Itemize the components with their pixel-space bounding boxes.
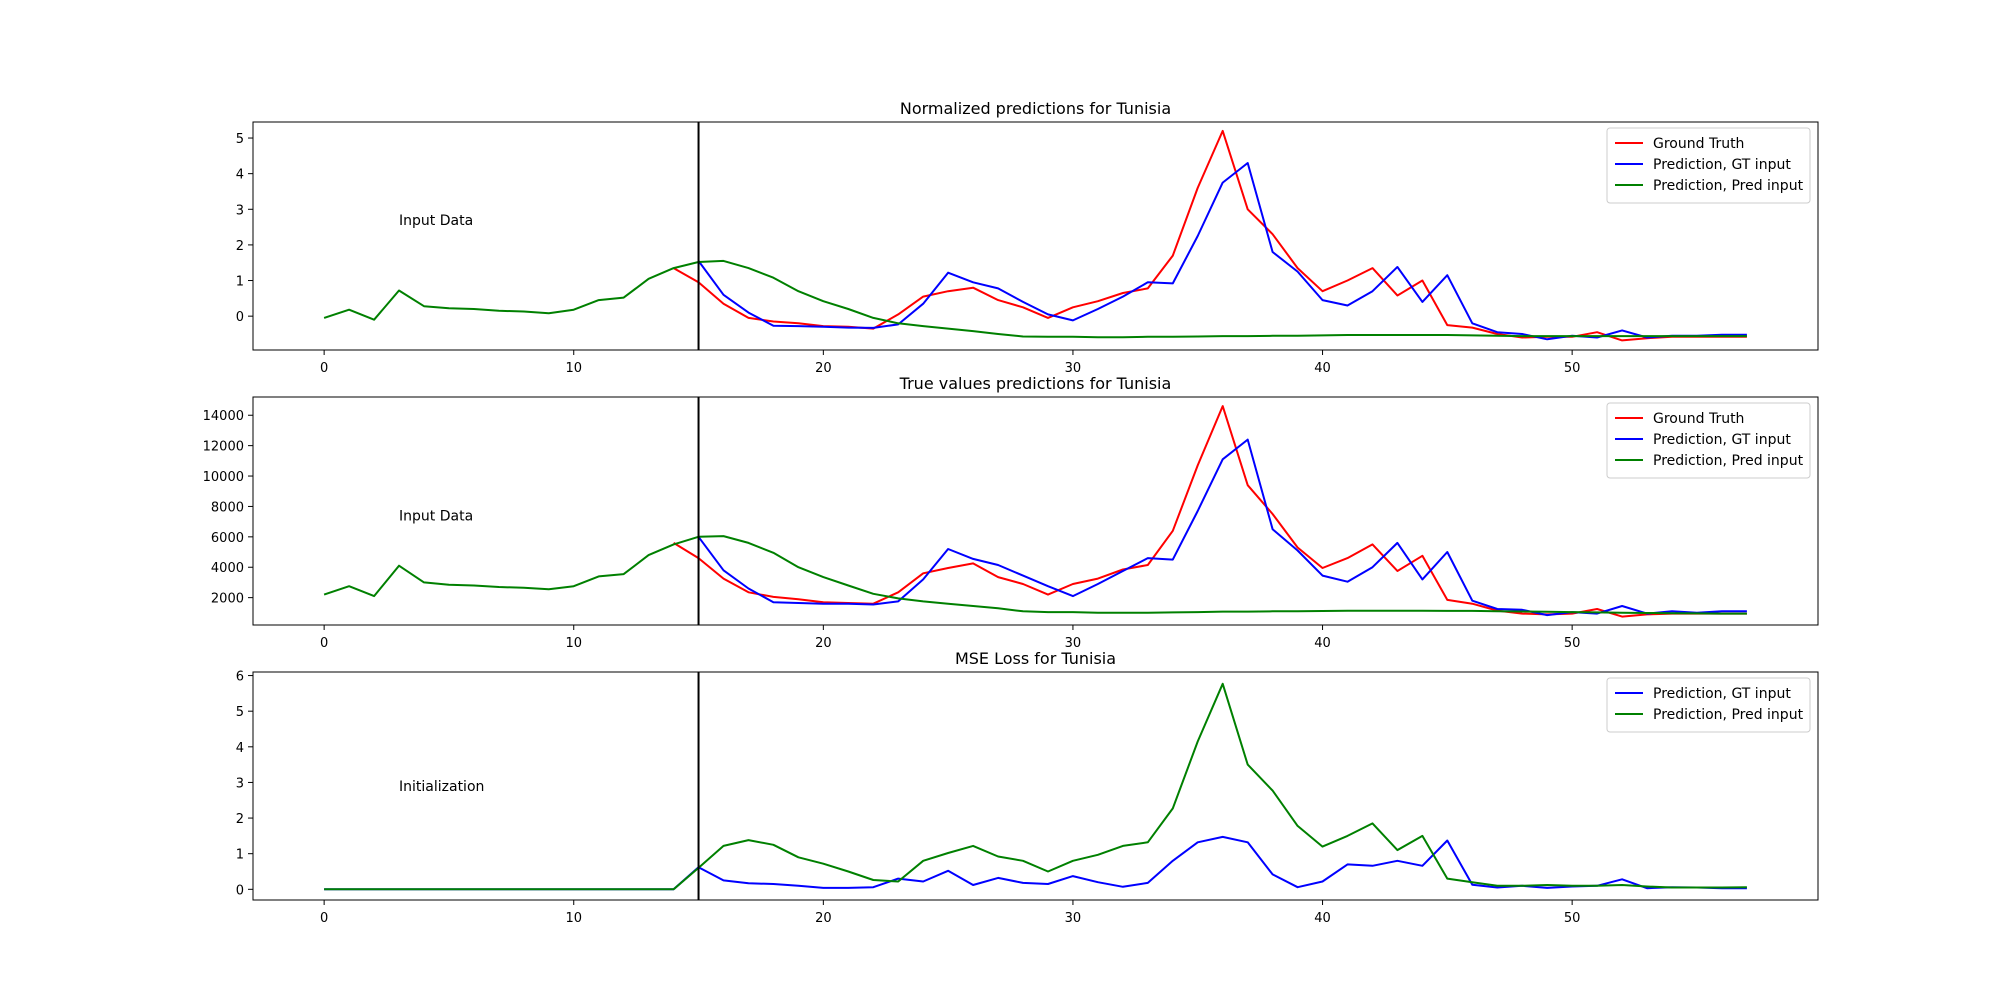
annotation-label: Input Data [399,213,473,229]
legend-label: Prediction, Pred input [1653,453,1804,469]
y-tick-label: 5 [236,705,244,720]
x-tick-label: 50 [1564,361,1581,376]
axes-frame [252,396,1819,626]
x-tick-label: 10 [565,361,582,376]
axes-frame [252,121,1819,351]
x-tick-label: 30 [1065,636,1082,651]
y-tick-label: 2000 [211,592,244,607]
legend-label: Prediction, GT input [1653,157,1791,173]
legend-label: Prediction, Pred input [1653,178,1804,194]
y-tick-label: 3 [236,776,244,791]
y-tick-label: 2 [236,812,244,827]
y-tick-label: 2 [236,239,244,254]
x-tick-label: 0 [320,911,328,926]
y-tick-label: 5 [236,132,244,147]
legend-label: Prediction, GT input [1653,432,1791,448]
legend: Ground Truth Prediction, GT input Predicti… [1606,127,1811,204]
y-tick-label: 4 [236,168,244,183]
legend-label: Ground Truth [1653,411,1744,427]
legend-box [1606,677,1811,733]
y-tick-label: 6 [236,670,244,685]
legend-box [1606,402,1811,479]
x-tick-label: 20 [815,361,832,376]
axes-frame [252,671,1819,901]
series-line-ground-truth [673,405,1747,618]
series-line-ground-truth [673,129,1747,342]
series-line-prediction-pred-input [324,682,1747,891]
x-tick-label: 0 [320,636,328,651]
series-line-prediction-gt-input [697,162,1747,341]
x-tick-label: 20 [815,636,832,651]
y-tick-label: 1 [236,848,244,863]
series-line-prediction-pred-input [323,259,1747,339]
y-tick-label: 12000 [203,440,244,455]
y-tick-label: 0 [236,310,244,325]
annotation-label: Initialization [399,779,484,795]
series-line-prediction-pred-input [323,535,1747,615]
series-line-prediction-gt-input [324,835,1747,891]
x-tick-label: 40 [1314,911,1331,926]
x-tick-label: 0 [320,361,328,376]
y-tick-label: 6000 [211,531,244,546]
x-tick-label: 10 [565,636,582,651]
y-tick-label: 0 [236,883,244,898]
chart-panel-2: True values predictions for Tunisia 0 10 20… [203,374,1819,651]
legend: Prediction, GT input Prediction, Pred inp… [1606,677,1811,733]
y-tick-label: 14000 [203,409,244,424]
chart-title: True values predictions for Tunisia [899,374,1172,393]
legend-label: Prediction, GT input [1653,686,1791,702]
chart-title: Normalized predictions for Tunisia [900,99,1171,118]
y-tick-label: 8000 [211,500,244,515]
y-tick-label: 1 [236,275,244,290]
y-tick-label: 4 [236,741,244,756]
legend-label: Prediction, Pred input [1653,707,1804,723]
x-tick-label: 10 [565,911,582,926]
x-tick-label: 40 [1314,636,1331,651]
y-tick-label: 3 [236,203,244,218]
x-tick-label: 30 [1065,911,1082,926]
x-tick-label: 50 [1564,911,1581,926]
x-tick-label: 30 [1065,361,1082,376]
legend: Ground Truth Prediction, GT input Predicti… [1606,402,1811,479]
y-tick-label: 10000 [203,470,244,485]
x-tick-label: 50 [1564,636,1581,651]
y-tick-label: 4000 [211,561,244,576]
x-tick-label: 40 [1314,361,1331,376]
legend-box [1606,127,1811,204]
chart-title: MSE Loss for Tunisia [955,649,1116,668]
chart-panel-3: MSE Loss for Tunisia 0 10 20 30 40 50 0 1 2 3 4 5 6 In… [236,649,1819,926]
annotation-label: Input Data [399,509,473,525]
legend-label: Ground Truth [1653,136,1744,152]
x-tick-label: 20 [815,911,832,926]
